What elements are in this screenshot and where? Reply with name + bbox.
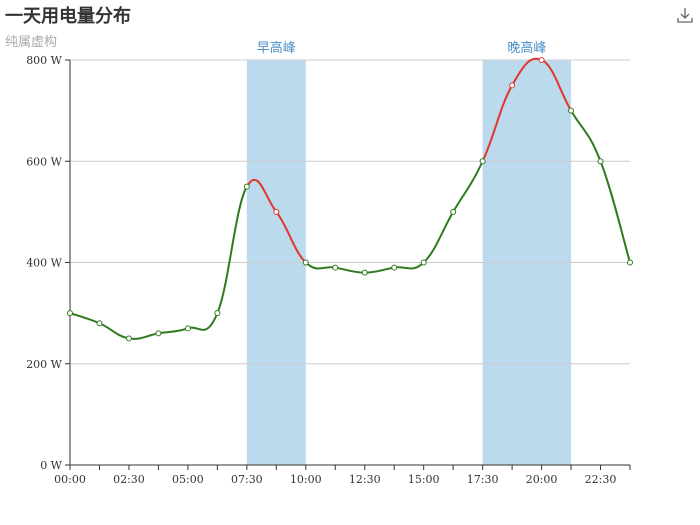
x-tick-label: 05:00: [172, 473, 204, 486]
data-point: [479, 158, 486, 165]
data-points: [67, 57, 633, 342]
axes: [69, 60, 631, 470]
x-tick-label: 22:30: [585, 473, 617, 486]
line-segment: [570, 110, 602, 162]
data-point: [420, 259, 427, 266]
x-tick-label: 17:30: [467, 473, 499, 486]
y-tick-label: 400 W: [26, 257, 62, 270]
line-segment-peak: [481, 84, 513, 162]
data-point: [391, 264, 398, 271]
line-segment: [335, 266, 365, 274]
tick-labels: 0 W 200 W 400 W 600 W 800 W 00:00 02:30 05:00 07…: [26, 54, 616, 486]
data-point: [627, 259, 633, 266]
line-segment: [305, 261, 336, 270]
mark-areas: 早高峰 晚高峰: [246, 40, 572, 465]
data-point: [243, 183, 250, 190]
data-point: [450, 208, 457, 215]
download-icon[interactable]: [676, 6, 694, 24]
data-point: [509, 82, 516, 89]
y-tick-label: 0 W: [40, 459, 62, 472]
mark-area-label: 早高峰: [257, 40, 296, 56]
line-segment: [394, 261, 425, 270]
line-segment-peak: [541, 59, 572, 112]
data-point: [597, 158, 604, 165]
line-segment: [128, 332, 159, 340]
data-point: [302, 259, 309, 266]
x-tick-label: 07:30: [231, 473, 263, 486]
data-point: [67, 310, 73, 317]
x-tick-label: 15:00: [408, 473, 440, 486]
line-segment: [422, 211, 455, 264]
line-segment: [99, 322, 130, 340]
y-tick-label: 200 W: [26, 358, 62, 371]
line-segment: [216, 186, 248, 314]
x-tick-label: 12:30: [349, 473, 381, 486]
line-segment-peak: [275, 211, 307, 264]
data-point: [125, 335, 132, 342]
data-point: [214, 310, 221, 317]
series-line: [69, 57, 631, 340]
line-segment: [599, 160, 631, 263]
y-tick-label: 800 W: [26, 54, 62, 67]
line-segment: [69, 312, 100, 325]
x-tick-label: 00:00: [54, 473, 86, 486]
data-point: [361, 269, 368, 276]
data-point: [538, 57, 545, 63]
x-tick-label: 02:30: [113, 473, 145, 486]
grid-lines: [65, 59, 630, 466]
y-tick-label: 600 W: [26, 155, 62, 168]
data-point: [155, 330, 162, 337]
mark-area-label: 晚高峰: [507, 40, 546, 56]
data-point: [568, 107, 575, 114]
line-segment: [452, 160, 484, 213]
x-tick-label: 10:00: [290, 473, 322, 486]
data-point: [273, 208, 280, 215]
data-point: [184, 325, 191, 332]
chart-subtitle: 纯属虚构: [5, 35, 58, 50]
chart-title: 一天用电量分布: [5, 6, 131, 27]
line-segment: [158, 327, 189, 335]
x-tick-label: 20:00: [526, 473, 558, 486]
line-segment: [187, 312, 219, 331]
line-segment: [364, 266, 395, 274]
data-point: [332, 264, 339, 271]
data-point: [96, 320, 103, 327]
line-segment-peak: [245, 178, 278, 213]
